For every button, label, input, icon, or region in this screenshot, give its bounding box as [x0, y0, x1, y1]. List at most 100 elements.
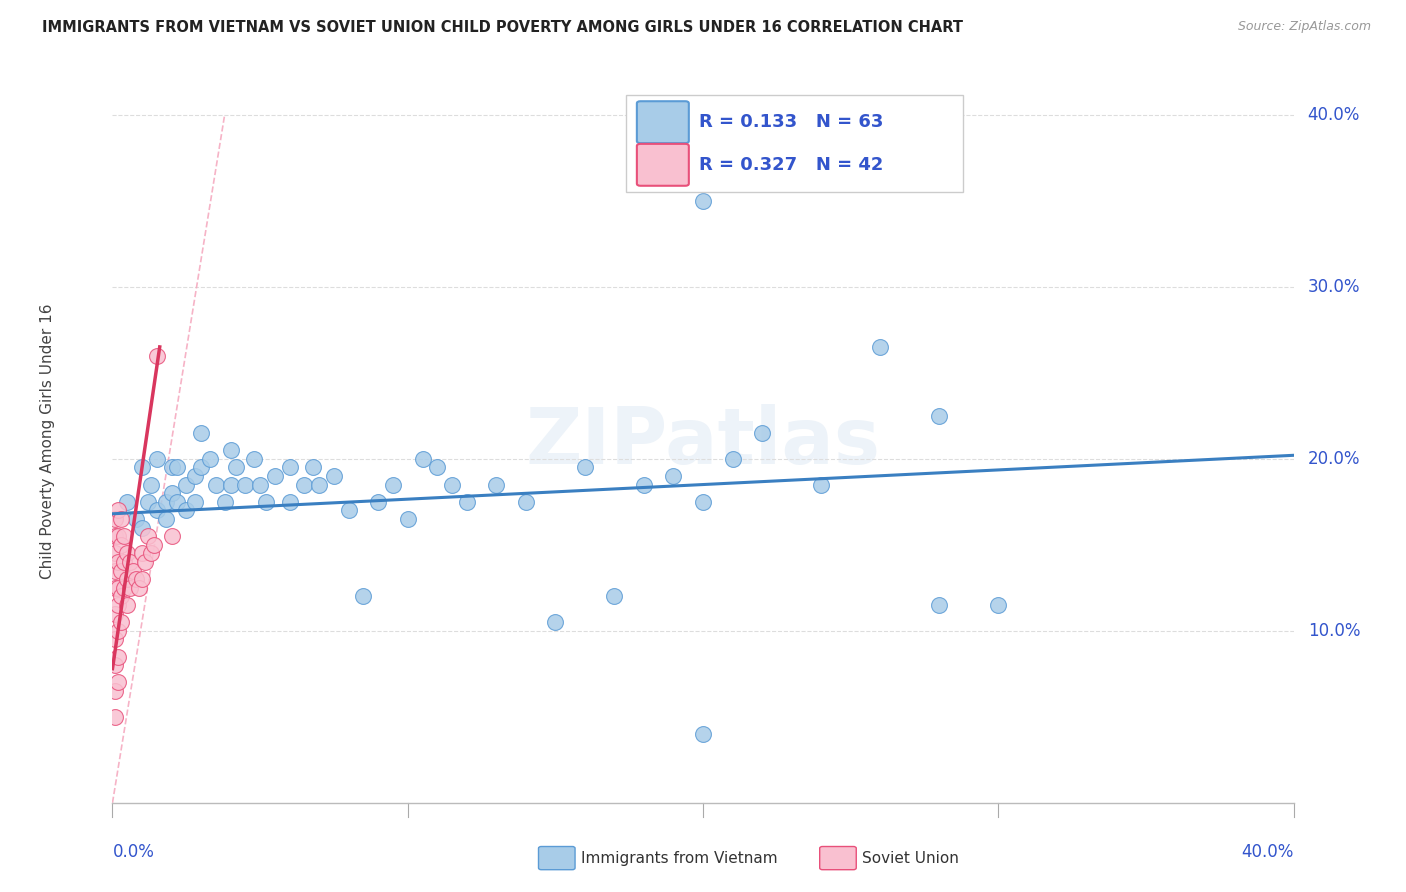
- Point: [117, 598, 138, 612]
- Text: ZIPatlas: ZIPatlas: [526, 403, 880, 480]
- Point: [928, 409, 950, 423]
- Point: [278, 460, 301, 475]
- Point: [131, 460, 153, 475]
- Text: R = 0.327   N = 42: R = 0.327 N = 42: [699, 156, 884, 174]
- Point: [146, 503, 169, 517]
- Point: [128, 581, 150, 595]
- Point: [104, 581, 127, 595]
- Point: [249, 477, 271, 491]
- Point: [131, 520, 153, 534]
- Point: [120, 581, 142, 595]
- Point: [662, 469, 685, 483]
- Point: [134, 555, 156, 569]
- Point: [264, 469, 287, 483]
- Point: [104, 512, 127, 526]
- Point: [122, 564, 145, 578]
- Point: [120, 555, 142, 569]
- Point: [104, 529, 127, 543]
- Point: [131, 572, 153, 586]
- Point: [441, 477, 464, 491]
- Point: [160, 460, 183, 475]
- Point: [155, 494, 177, 508]
- Point: [110, 564, 132, 578]
- Point: [574, 460, 596, 475]
- Point: [254, 494, 277, 508]
- Point: [174, 477, 197, 491]
- Point: [292, 477, 315, 491]
- Point: [184, 494, 207, 508]
- Point: [214, 494, 236, 508]
- Point: [139, 546, 162, 560]
- Point: [337, 503, 360, 517]
- FancyBboxPatch shape: [637, 101, 689, 143]
- Text: 40.0%: 40.0%: [1241, 843, 1294, 861]
- Point: [107, 624, 129, 638]
- Point: [198, 451, 221, 466]
- Point: [107, 598, 129, 612]
- Point: [107, 581, 129, 595]
- Point: [125, 512, 148, 526]
- Point: [136, 529, 159, 543]
- Point: [692, 494, 714, 508]
- Point: [869, 340, 891, 354]
- Point: [633, 477, 655, 491]
- Point: [308, 477, 330, 491]
- Point: [142, 538, 165, 552]
- Point: [136, 494, 159, 508]
- Point: [544, 615, 567, 630]
- Point: [233, 477, 256, 491]
- Point: [146, 349, 169, 363]
- Point: [104, 658, 127, 673]
- Point: [485, 477, 508, 491]
- Point: [692, 727, 714, 741]
- Point: [160, 529, 183, 543]
- Point: [112, 555, 135, 569]
- Point: [174, 503, 197, 517]
- Point: [117, 494, 138, 508]
- Text: Source: ZipAtlas.com: Source: ZipAtlas.com: [1237, 20, 1371, 33]
- Point: [125, 572, 148, 586]
- Point: [110, 538, 132, 552]
- Point: [184, 469, 207, 483]
- Point: [104, 564, 127, 578]
- Point: [243, 451, 266, 466]
- Point: [456, 494, 478, 508]
- Point: [219, 477, 242, 491]
- Point: [107, 675, 129, 690]
- Point: [107, 555, 129, 569]
- Point: [131, 546, 153, 560]
- Point: [396, 512, 419, 526]
- Point: [146, 451, 169, 466]
- Point: [382, 477, 405, 491]
- Point: [139, 477, 162, 491]
- Point: [205, 477, 228, 491]
- Point: [219, 443, 242, 458]
- Point: [721, 451, 744, 466]
- Point: [515, 494, 537, 508]
- Point: [104, 546, 127, 560]
- Point: [160, 486, 183, 500]
- Point: [302, 460, 325, 475]
- Point: [190, 460, 212, 475]
- Point: [110, 512, 132, 526]
- Point: [426, 460, 449, 475]
- Point: [323, 469, 346, 483]
- FancyBboxPatch shape: [637, 144, 689, 186]
- Text: Soviet Union: Soviet Union: [862, 851, 959, 865]
- Point: [104, 632, 127, 647]
- Point: [928, 598, 950, 612]
- Point: [107, 529, 129, 543]
- Point: [112, 529, 135, 543]
- Text: 40.0%: 40.0%: [1308, 105, 1360, 124]
- Text: Immigrants from Vietnam: Immigrants from Vietnam: [581, 851, 778, 865]
- Point: [117, 546, 138, 560]
- Point: [155, 512, 177, 526]
- Point: [603, 590, 626, 604]
- Point: [278, 494, 301, 508]
- Text: 10.0%: 10.0%: [1308, 622, 1360, 640]
- Point: [751, 425, 773, 440]
- Point: [692, 194, 714, 208]
- Text: 0.0%: 0.0%: [112, 843, 155, 861]
- Point: [411, 451, 433, 466]
- Text: Child Poverty Among Girls Under 16: Child Poverty Among Girls Under 16: [39, 304, 55, 579]
